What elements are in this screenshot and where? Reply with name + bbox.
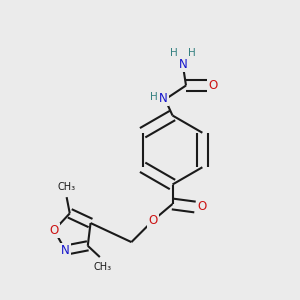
Text: N: N [61,244,70,257]
Text: H: H [188,48,196,59]
Text: CH₃: CH₃ [94,262,112,272]
Text: H: H [170,48,178,59]
Text: CH₃: CH₃ [58,182,76,192]
Text: O: O [197,200,206,214]
Text: O: O [50,224,59,237]
Text: N: N [159,92,168,106]
Text: O: O [148,214,158,227]
Text: N: N [178,58,188,71]
Text: O: O [208,79,217,92]
Text: H: H [150,92,158,103]
